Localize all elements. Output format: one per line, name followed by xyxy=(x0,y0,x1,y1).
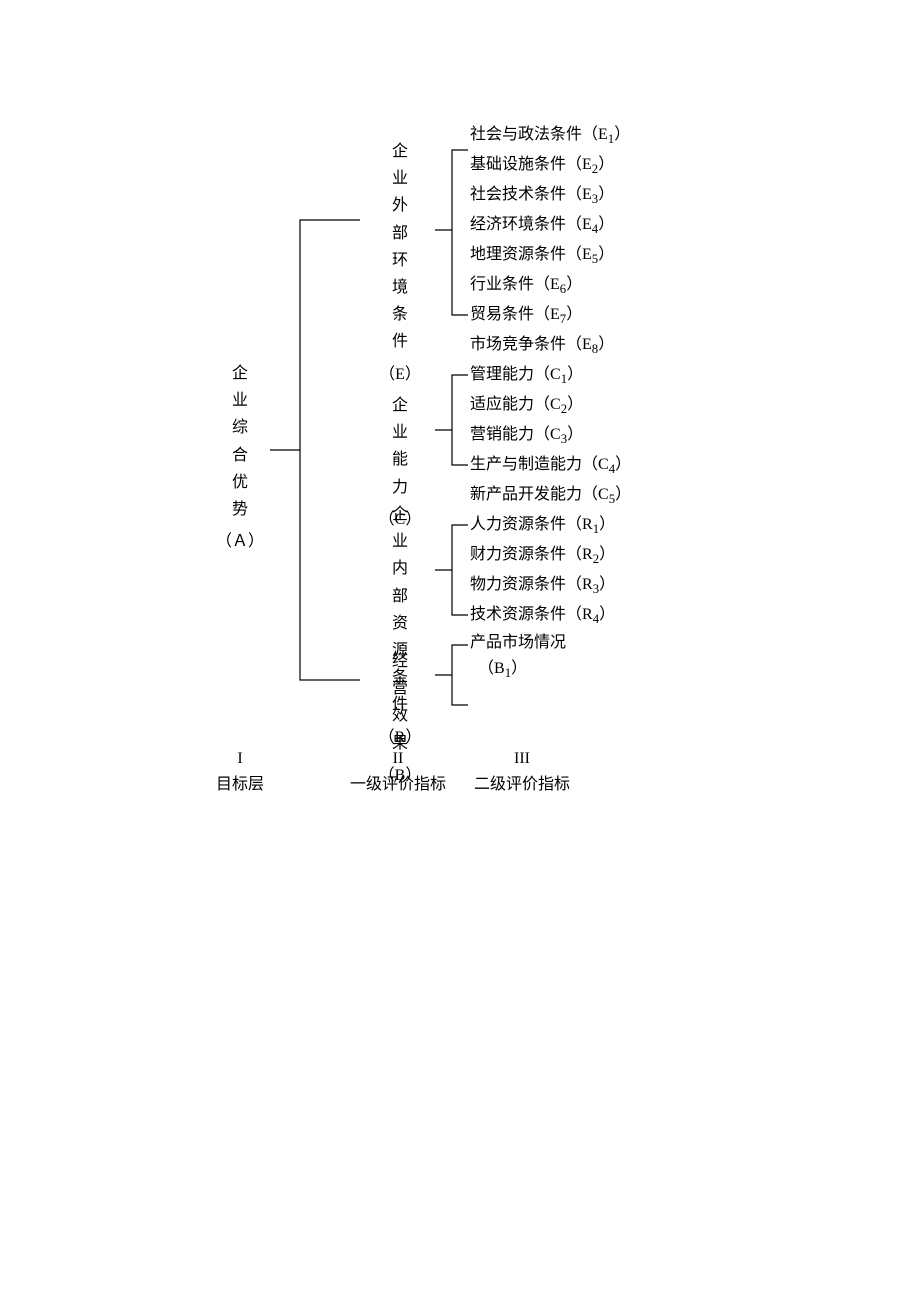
root-char: 业 xyxy=(210,387,270,414)
footer-num-II: II xyxy=(338,750,458,768)
l1-char: 营 xyxy=(370,675,430,702)
l1-char: 企 xyxy=(370,392,430,419)
footer-col-II: II 一级评价指标 xyxy=(338,750,458,794)
l2-group-R: 人力资源条件（R1）财力资源条件（R2）物力资源条件（R3）技术资源条件（R4） xyxy=(470,510,750,630)
root-label: 企 业 综 合 优 势 xyxy=(210,360,270,523)
l2-group-C: 管理能力（C1）适应能力（C2）营销能力（C3）生产与制造能力（C4）新产品开发… xyxy=(470,360,750,510)
l1-char: 部 xyxy=(370,583,430,610)
l2-item: 社会与政法条件（E1） xyxy=(470,120,750,150)
l2-item: 生产与制造能力（C4） xyxy=(470,450,750,480)
l1-node-E: 企 业 外 部 环 境 条 件 （E） xyxy=(370,138,430,384)
l2-item: 市场竞争条件（E8） xyxy=(470,330,750,360)
footer-col-III: III 二级评价指标 xyxy=(462,750,582,794)
l2-group-E: 社会与政法条件（E1）基础设施条件（E2）社会技术条件（E3）经济环境条件（E4… xyxy=(470,120,750,360)
l2-item: 经济环境条件（E4） xyxy=(470,210,750,240)
root-char: 企 xyxy=(210,360,270,387)
l1-label-B: 经 营 效 果 xyxy=(370,648,430,757)
l1-char: 业 xyxy=(370,419,430,446)
root-char: 优 xyxy=(210,469,270,496)
l2-item: 新产品开发能力（C5） xyxy=(470,480,750,510)
root-code: （Ａ） xyxy=(210,527,270,551)
footer-col-I: I 目标层 xyxy=(180,750,300,794)
l2-item: 社会技术条件（E3） xyxy=(470,180,750,210)
l2-item: 人力资源条件（R1） xyxy=(470,510,750,540)
l1-char: 境 xyxy=(370,274,430,301)
l2-item: 地理资源条件（E5） xyxy=(470,240,750,270)
l1-char: 条 xyxy=(370,301,430,328)
footer-label-II: 一级评价指标 xyxy=(338,770,458,794)
l1-char: 内 xyxy=(370,555,430,582)
l1-char: 环 xyxy=(370,247,430,274)
l1-char: 业 xyxy=(370,528,430,555)
footer-num-III: III xyxy=(462,750,582,768)
l2-item: 基础设施条件（E2） xyxy=(470,150,750,180)
l1-char: 经 xyxy=(370,648,430,675)
footer-label-III: 二级评价指标 xyxy=(462,770,582,794)
l1-char: 件 xyxy=(370,328,430,355)
l1-char: 企 xyxy=(370,501,430,528)
root-node: 企 业 综 合 优 势 （Ａ） xyxy=(210,360,270,551)
l1-char: 能 xyxy=(370,446,430,473)
root-char: 合 xyxy=(210,442,270,469)
l1-char: 业 xyxy=(370,165,430,192)
l2-item: 产品市场情况 （B1） xyxy=(470,630,750,683)
footer-num-I: I xyxy=(180,750,300,768)
l1-char: 效 xyxy=(370,702,430,729)
l2-item: 营销能力（C3） xyxy=(470,420,750,450)
l1-char: 部 xyxy=(370,220,430,247)
l1-char: 力 xyxy=(370,474,430,501)
l2-item: 财力资源条件（R2） xyxy=(470,540,750,570)
l1-code-E: （E） xyxy=(370,360,430,384)
l2-item: 行业条件（E6） xyxy=(470,270,750,300)
l2-item: 技术资源条件（R4） xyxy=(470,600,750,630)
l1-char: 资 xyxy=(370,610,430,637)
l1-label-E: 企 业 外 部 环 境 条 件 xyxy=(370,138,430,356)
footer-label-I: 目标层 xyxy=(180,770,300,794)
l2-group-B: 产品市场情况 （B1） xyxy=(470,630,750,683)
l1-label-C: 企 业 能 力 xyxy=(370,392,430,501)
root-char: 综 xyxy=(210,414,270,441)
l2-item: 贸易条件（E7） xyxy=(470,300,750,330)
root-char: 势 xyxy=(210,496,270,523)
l1-char: 企 xyxy=(370,138,430,165)
l2-item: 物力资源条件（R3） xyxy=(470,570,750,600)
l1-char: 外 xyxy=(370,192,430,219)
l2-item: 适应能力（C2） xyxy=(470,390,750,420)
l2-item: 管理能力（C1） xyxy=(470,360,750,390)
